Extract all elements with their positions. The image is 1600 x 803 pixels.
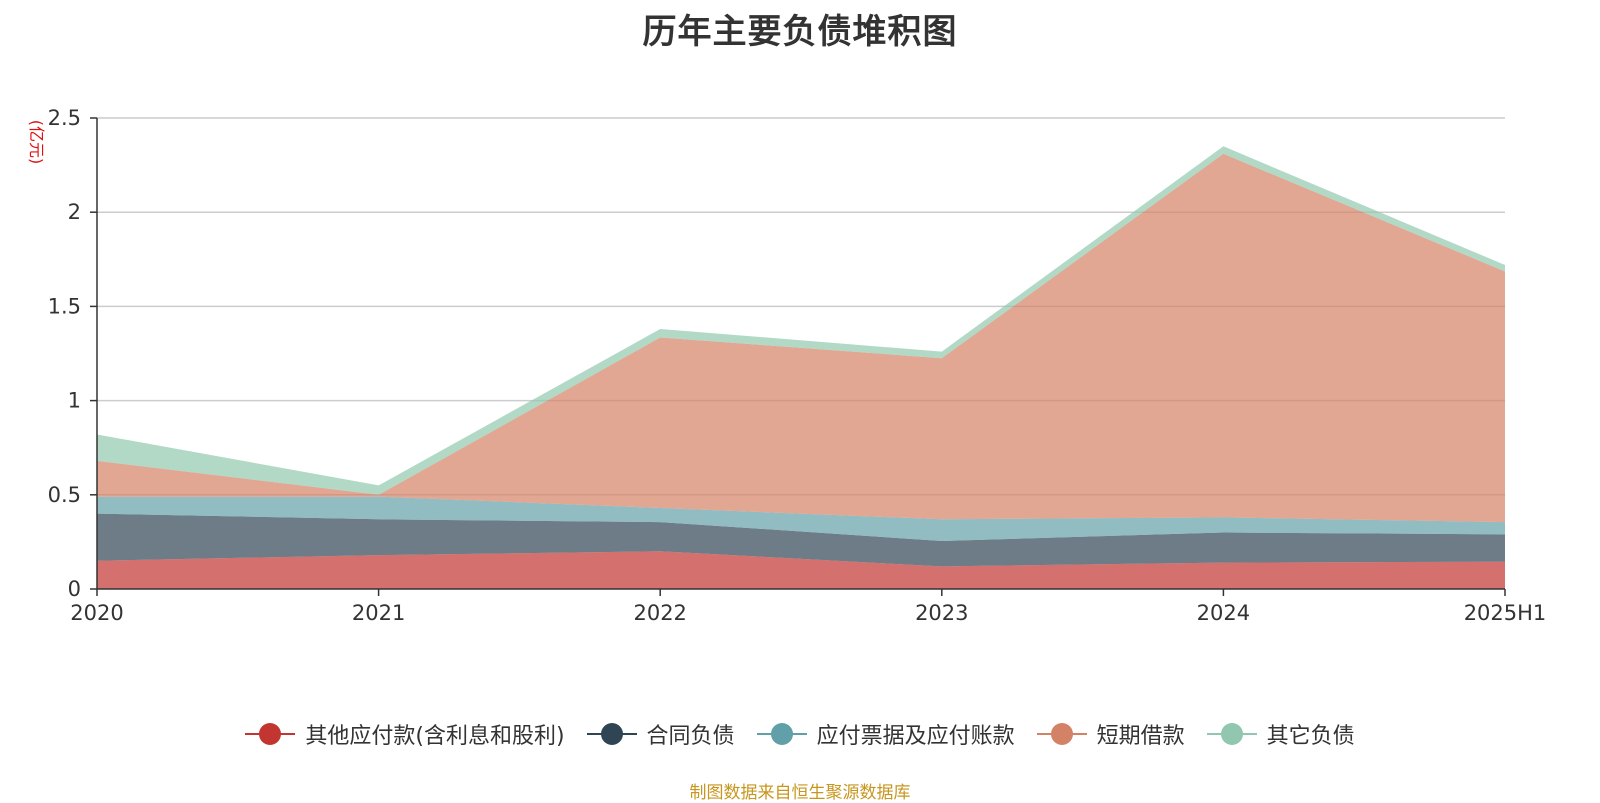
- area-series-3: [97, 496, 1505, 541]
- y-tick-label: 0.5: [48, 483, 81, 507]
- legend: 其他应付款(含利息和股利) 合同负债 应付票据及应付账款 短期借款 其它负债: [0, 718, 1600, 750]
- area-series-4: [97, 153, 1505, 523]
- area-series: [97, 146, 1505, 589]
- legend-marker-icon: [756, 722, 807, 746]
- legend-label: 应付票据及应付账款: [816, 724, 1015, 749]
- legend-label: 合同负债: [646, 724, 735, 749]
- legend-label: 其它负债: [1266, 724, 1355, 749]
- y-tick-label: 2: [68, 200, 81, 224]
- y-axis-unit-label: (亿元): [27, 120, 46, 165]
- chart-title: 历年主要负债堆积图: [642, 12, 958, 52]
- area-series-2: [97, 513, 1505, 567]
- area-series-1: [97, 551, 1505, 589]
- legend-label: 其他应付款(含利息和股利): [305, 724, 565, 749]
- legend-label: 短期借款: [1096, 724, 1185, 749]
- y-tick-label: 1.5: [48, 294, 81, 318]
- legend-item-2[interactable]: 合同负债: [586, 718, 735, 750]
- legend-marker-icon: [1206, 722, 1257, 746]
- source-note: 制图数据来自恒生聚源数据库: [689, 783, 911, 803]
- axes: [90, 117, 1506, 596]
- x-tick-label: 2020: [70, 601, 123, 625]
- x-tick-label: 2024: [1197, 601, 1250, 625]
- legend-marker-icon: [586, 722, 637, 746]
- x-tick-label: 2022: [633, 601, 686, 625]
- y-tick-label: 2.5: [48, 106, 81, 130]
- legend-marker-icon: [1036, 722, 1087, 746]
- legend-item-3[interactable]: 应付票据及应付账款: [756, 718, 1015, 750]
- y-tick-label: 0: [68, 577, 81, 601]
- x-tick-label: 2021: [352, 601, 405, 625]
- area-series-5: [97, 146, 1505, 495]
- legend-item-4[interactable]: 短期借款: [1036, 718, 1185, 750]
- tick-labels: 0 0.5 1 1.5 2 2.5 2020 2021 2022 2023 2024 2025H1: [48, 106, 1547, 625]
- x-tick-label: 2023: [915, 601, 968, 625]
- legend-item-5[interactable]: 其它负债: [1206, 718, 1355, 750]
- legend-marker-icon: [245, 722, 296, 746]
- legend-item-1[interactable]: 其他应付款(含利息和股利): [245, 718, 565, 750]
- x-tick-label: 2025H1: [1464, 601, 1547, 625]
- y-tick-label: 1: [68, 389, 81, 413]
